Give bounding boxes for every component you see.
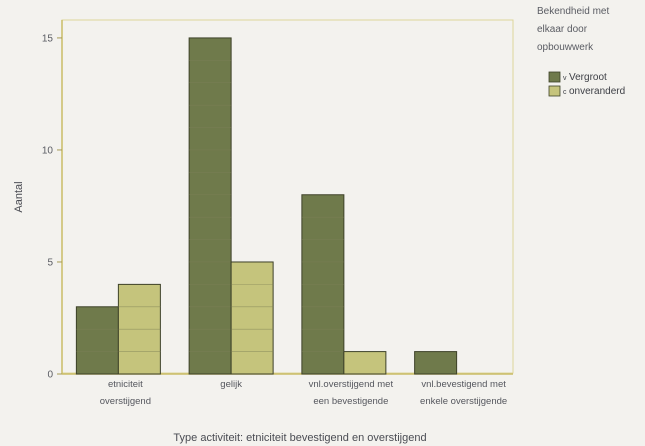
bar-vergroot-4 xyxy=(414,351,458,375)
legend-entry: onveranderd xyxy=(569,86,625,97)
x-tick-label: vnl.bevestigend met xyxy=(421,379,506,390)
legend-swatch-vergroot xyxy=(548,71,561,83)
y-tick-label: 10 xyxy=(42,145,54,156)
x-axis-title: Type activiteit: etniciteit bevestigend … xyxy=(173,432,426,444)
x-tick-label: enkele overstijgende xyxy=(420,396,507,407)
y-tick-label: 5 xyxy=(47,257,53,268)
legend: Bekendheid met elkaar door opbouwwerk v Verg… xyxy=(537,6,625,97)
x-tick-label: vnl.overstijgend met xyxy=(309,379,394,390)
y-tick-label: 0 xyxy=(47,370,53,381)
bar-vergroot-2 xyxy=(188,37,232,375)
x-tick-label: gelijk xyxy=(220,379,242,390)
legend-entry: Vergroot xyxy=(569,72,607,83)
y-tick-label: 15 xyxy=(42,33,54,44)
x-axis-tick-labels: etniciteit overstijgend gelijk vnl.overstij… xyxy=(100,379,507,407)
bar-onveranderd-2 xyxy=(230,261,274,375)
y-axis-title: Aantal xyxy=(13,181,25,212)
legend-title: elkaar door xyxy=(537,24,588,35)
bars xyxy=(75,37,458,375)
y-axis-ticks: 0 5 10 15 xyxy=(42,33,62,381)
x-tick-label: etniciteit xyxy=(108,379,143,390)
x-tick-label: een bevestigende xyxy=(313,396,388,407)
bar-onveranderd-3 xyxy=(343,351,387,375)
legend-title: Bekendheid met xyxy=(537,6,609,17)
legend-marker: c xyxy=(563,89,567,96)
legend-marker: v xyxy=(563,75,567,82)
bar-vergroot-1 xyxy=(75,306,119,375)
x-tick-label: overstijgend xyxy=(100,396,151,407)
legend-swatch-onveranderd xyxy=(548,85,561,97)
legend-title: opbouwwerk xyxy=(537,42,594,53)
